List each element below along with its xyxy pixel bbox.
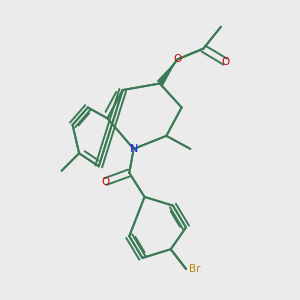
Text: O: O xyxy=(173,55,182,64)
Text: N: N xyxy=(130,144,138,154)
Text: Br: Br xyxy=(189,264,200,274)
Text: O: O xyxy=(101,177,110,187)
Text: O: O xyxy=(221,57,230,67)
Polygon shape xyxy=(157,59,177,86)
